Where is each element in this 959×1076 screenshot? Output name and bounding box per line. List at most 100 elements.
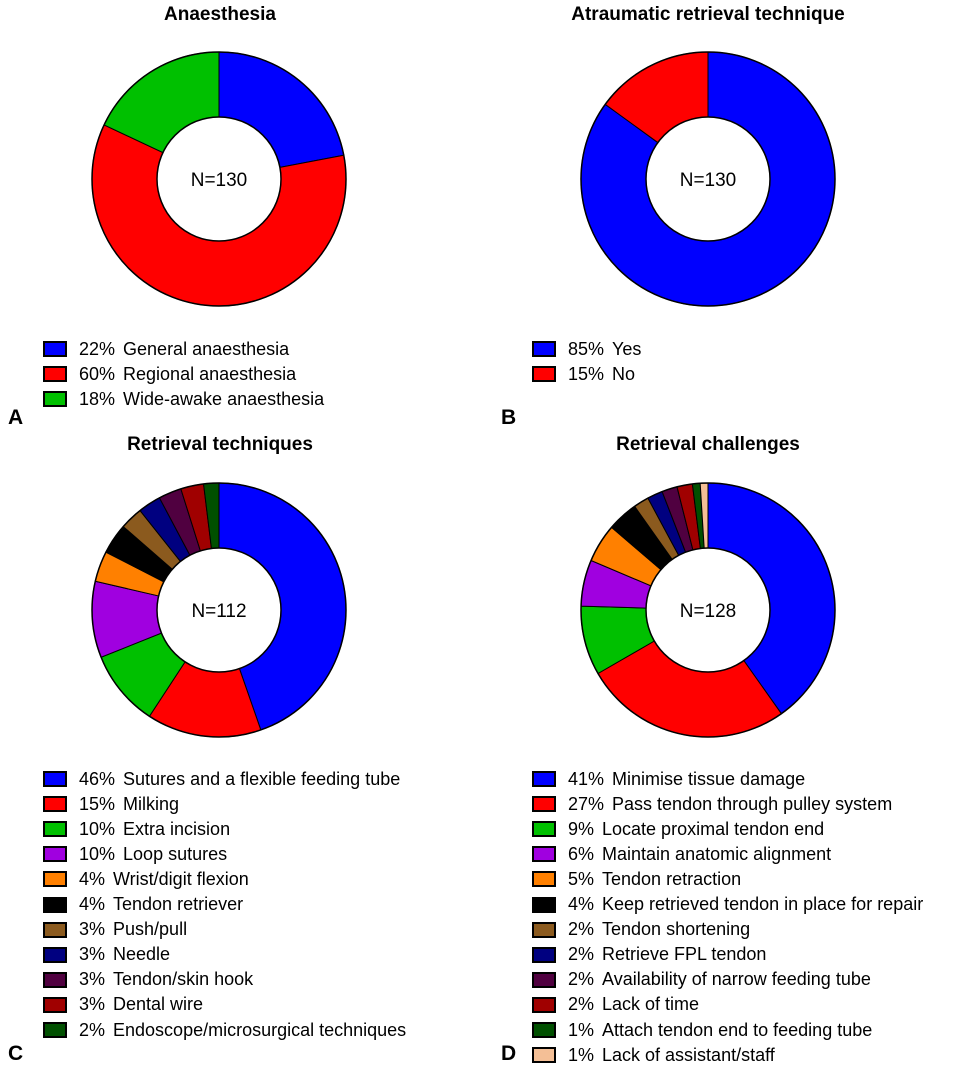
legend-percent: 10%	[79, 818, 116, 839]
legend-swatch	[43, 771, 67, 787]
legend-label: Minimise tissue damage	[612, 768, 806, 789]
panel-a-donut: N=130	[91, 51, 347, 307]
legend-label: Needle	[113, 944, 171, 965]
legend-label: Wrist/digit flexion	[113, 868, 249, 889]
legend-item-lack-of-time: 2% Lack of time	[532, 994, 699, 1015]
legend-item-sutures-and-a-flexible-feeding-tube: 46% Sutures and a flexible feeding tube	[43, 769, 400, 789]
legend-percent: 60%	[79, 363, 116, 384]
legend-label: Regional anaesthesia	[123, 363, 297, 384]
legend-item-endoscope-microsurgical-techniques: 2% Endoscope/microsurgical techniques	[43, 1020, 406, 1040]
donut-hole	[156, 547, 282, 673]
legend-item-wrist-digit-flexion: 4% Wrist/digit flexion	[43, 869, 249, 889]
legend-label: Pass tendon through pulley system	[612, 793, 893, 814]
legend-swatch	[43, 896, 67, 913]
legend-percent: 27%	[568, 793, 605, 814]
legend-swatch	[532, 971, 556, 988]
legend-item-lack-of-assistant-staff: 1% Lack of assistant/staff	[532, 1045, 775, 1065]
legend-item-loop-sutures: 10% Loop sutures	[43, 844, 227, 864]
legend-percent: 4%	[79, 868, 106, 889]
legend-percent: 1%	[568, 1019, 595, 1040]
legend-label: Dental wire	[113, 994, 204, 1015]
panel-c-letter: C	[8, 1042, 24, 1065]
legend-swatch	[532, 921, 556, 938]
legend-percent: 15%	[568, 363, 605, 384]
panel-d-donut: N=128	[580, 482, 836, 738]
legend-swatch	[532, 946, 556, 963]
legend-percent: 3%	[79, 969, 106, 990]
legend-percent: 15%	[79, 793, 116, 814]
legend-label: No	[612, 363, 636, 384]
legend-percent: 3%	[79, 994, 106, 1015]
legend-item-extra-incision: 10% Extra incision	[43, 819, 230, 839]
center-label: N=130	[191, 170, 248, 191]
legend-label: Attach tendon end to feeding tube	[602, 1019, 873, 1040]
legend-label: Availability of narrow feeding tube	[602, 969, 871, 990]
center-label: N=128	[680, 601, 737, 622]
legend-swatch	[43, 846, 67, 863]
legend-item-wide-awake-anaesthesia: 18% Wide-awake anaesthesia	[43, 389, 324, 409]
legend-swatch	[532, 366, 556, 383]
panel-b-legend: 85% Yes 15% No	[532, 339, 952, 399]
legend-item-milking: 15% Milking	[43, 794, 179, 814]
legend-item-needle: 3% Needle	[43, 944, 171, 965]
legend-swatch	[43, 796, 67, 813]
legend-item-availability-of-narrow-feeding-tube: 2% Availability of narrow feeding tube	[532, 969, 871, 990]
legend-label: Lack of assistant/staff	[602, 1044, 775, 1065]
legend-label: Tendon/skin hook	[113, 969, 254, 990]
legend-item-tendon-retraction: 5% Tendon retraction	[532, 869, 741, 889]
legend-percent: 5%	[568, 868, 595, 889]
legend-swatch	[43, 391, 67, 408]
legend-label: Extra incision	[123, 818, 231, 839]
panel-a-letter: A	[8, 406, 24, 429]
legend-percent: 18%	[79, 388, 116, 409]
legend-label: Yes	[612, 338, 642, 359]
legend-percent: 2%	[79, 1019, 106, 1040]
donut-hole	[156, 116, 282, 242]
legend-swatch	[43, 946, 67, 963]
legend-label: General anaesthesia	[123, 338, 290, 359]
legend-swatch	[43, 366, 67, 383]
legend-item-maintain-anatomic-alignment: 6% Maintain anatomic alignment	[532, 844, 831, 864]
legend-item-regional-anaesthesia: 60% Regional anaesthesia	[43, 364, 296, 384]
legend-label: Retrieve FPL tendon	[602, 944, 767, 965]
donut-outline	[580, 51, 836, 307]
legend-label: Loop sutures	[123, 843, 228, 864]
legend-percent: 1%	[568, 1044, 595, 1065]
legend-percent: 10%	[79, 843, 116, 864]
panel-a-title: Anaesthesia	[164, 4, 276, 25]
legend-swatch	[43, 1022, 67, 1038]
legend-item-general-anaesthesia: 22% General anaesthesia	[43, 339, 289, 359]
legend-swatch	[532, 341, 556, 357]
legend-swatch	[43, 921, 67, 938]
donut-hole	[645, 547, 771, 673]
legend-label: Wide-awake anaesthesia	[123, 388, 325, 409]
legend-swatch	[532, 846, 556, 863]
legend-item-retrieve-fpl-tendon: 2% Retrieve FPL tendon	[532, 944, 767, 965]
legend-swatch	[532, 1022, 556, 1038]
panel-c-title: Retrieval techniques	[127, 434, 313, 455]
legend-swatch	[532, 771, 556, 787]
legend-swatch	[43, 821, 67, 838]
panel-d-letter: D	[501, 1042, 517, 1065]
legend-swatch	[532, 871, 556, 888]
legend-percent: 2%	[568, 994, 595, 1015]
legend-percent: 41%	[568, 768, 605, 789]
legend-item-minimise-tissue-damage: 41% Minimise tissue damage	[532, 769, 805, 789]
legend-label: Milking	[123, 793, 180, 814]
legend-label: Tendon shortening	[602, 919, 751, 940]
legend-label: Tendon retriever	[113, 894, 244, 914]
donut-outline	[91, 51, 347, 307]
legend-swatch	[532, 996, 556, 1013]
panel-b-donut: N=130	[580, 51, 836, 307]
legend-item-keep-retrieved-tendon-in-place-for-repair: 4% Keep retrieved tendon in place for rep…	[532, 894, 923, 915]
legend-item-yes: 85% Yes	[532, 339, 641, 359]
panel-c-legend: 46% Sutures and a flexible feeding tube 15…	[43, 769, 483, 1049]
legend-swatch	[43, 996, 67, 1013]
legend-swatch	[532, 821, 556, 838]
legend-item-tendon-skin-hook: 3% Tendon/skin hook	[43, 969, 254, 990]
donut-hole	[645, 116, 771, 242]
center-label: N=130	[680, 170, 737, 191]
legend-percent: 2%	[568, 944, 595, 965]
legend-item-dental-wire: 3% Dental wire	[43, 994, 204, 1015]
panel-c-donut: N=112	[91, 482, 347, 738]
